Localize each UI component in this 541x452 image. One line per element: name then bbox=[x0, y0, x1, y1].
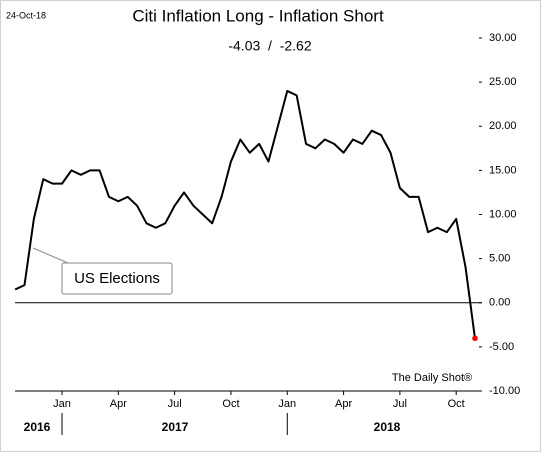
annotation: US Elections bbox=[74, 270, 160, 287]
y-tick-label: 30.00 bbox=[489, 32, 517, 44]
x-tick-label: Jan bbox=[53, 398, 71, 410]
annotation-box bbox=[61, 262, 173, 295]
x-tick-label: Apr bbox=[110, 398, 127, 410]
x-tick-label: Oct bbox=[222, 398, 239, 410]
y-tick-label: 15.00 bbox=[489, 164, 517, 176]
chart-title: Citi Inflation Long - Inflation Short bbox=[132, 6, 384, 25]
y-tick-label: 0.00 bbox=[489, 297, 510, 309]
x-tick-label: Oct bbox=[448, 398, 465, 410]
x-tick-label: Jul bbox=[393, 398, 407, 410]
y-tick-label: 5.00 bbox=[489, 253, 510, 265]
y-tick-label: -10.00 bbox=[489, 385, 520, 397]
year-label: 2016 bbox=[24, 420, 51, 434]
year-label: 2018 bbox=[374, 420, 401, 434]
date-label: 24-Oct-18 bbox=[6, 10, 46, 20]
line bbox=[14, 89, 476, 339]
x-tick-label: Jul bbox=[168, 398, 182, 410]
y-tick-label: 20.00 bbox=[489, 120, 517, 132]
y-tick-label: -5.00 bbox=[489, 341, 514, 353]
x-tick-label: Apr bbox=[335, 398, 352, 410]
end-marker bbox=[472, 335, 478, 342]
subtitle: -4.03 / -2.62 bbox=[228, 38, 311, 54]
x-tick-label: Jan bbox=[278, 398, 296, 410]
year-label: 2017 bbox=[162, 420, 189, 434]
y-tick-label: 10.00 bbox=[489, 208, 517, 220]
source: The Daily Shot® bbox=[392, 372, 472, 384]
y-tick-label: 25.00 bbox=[489, 76, 517, 88]
